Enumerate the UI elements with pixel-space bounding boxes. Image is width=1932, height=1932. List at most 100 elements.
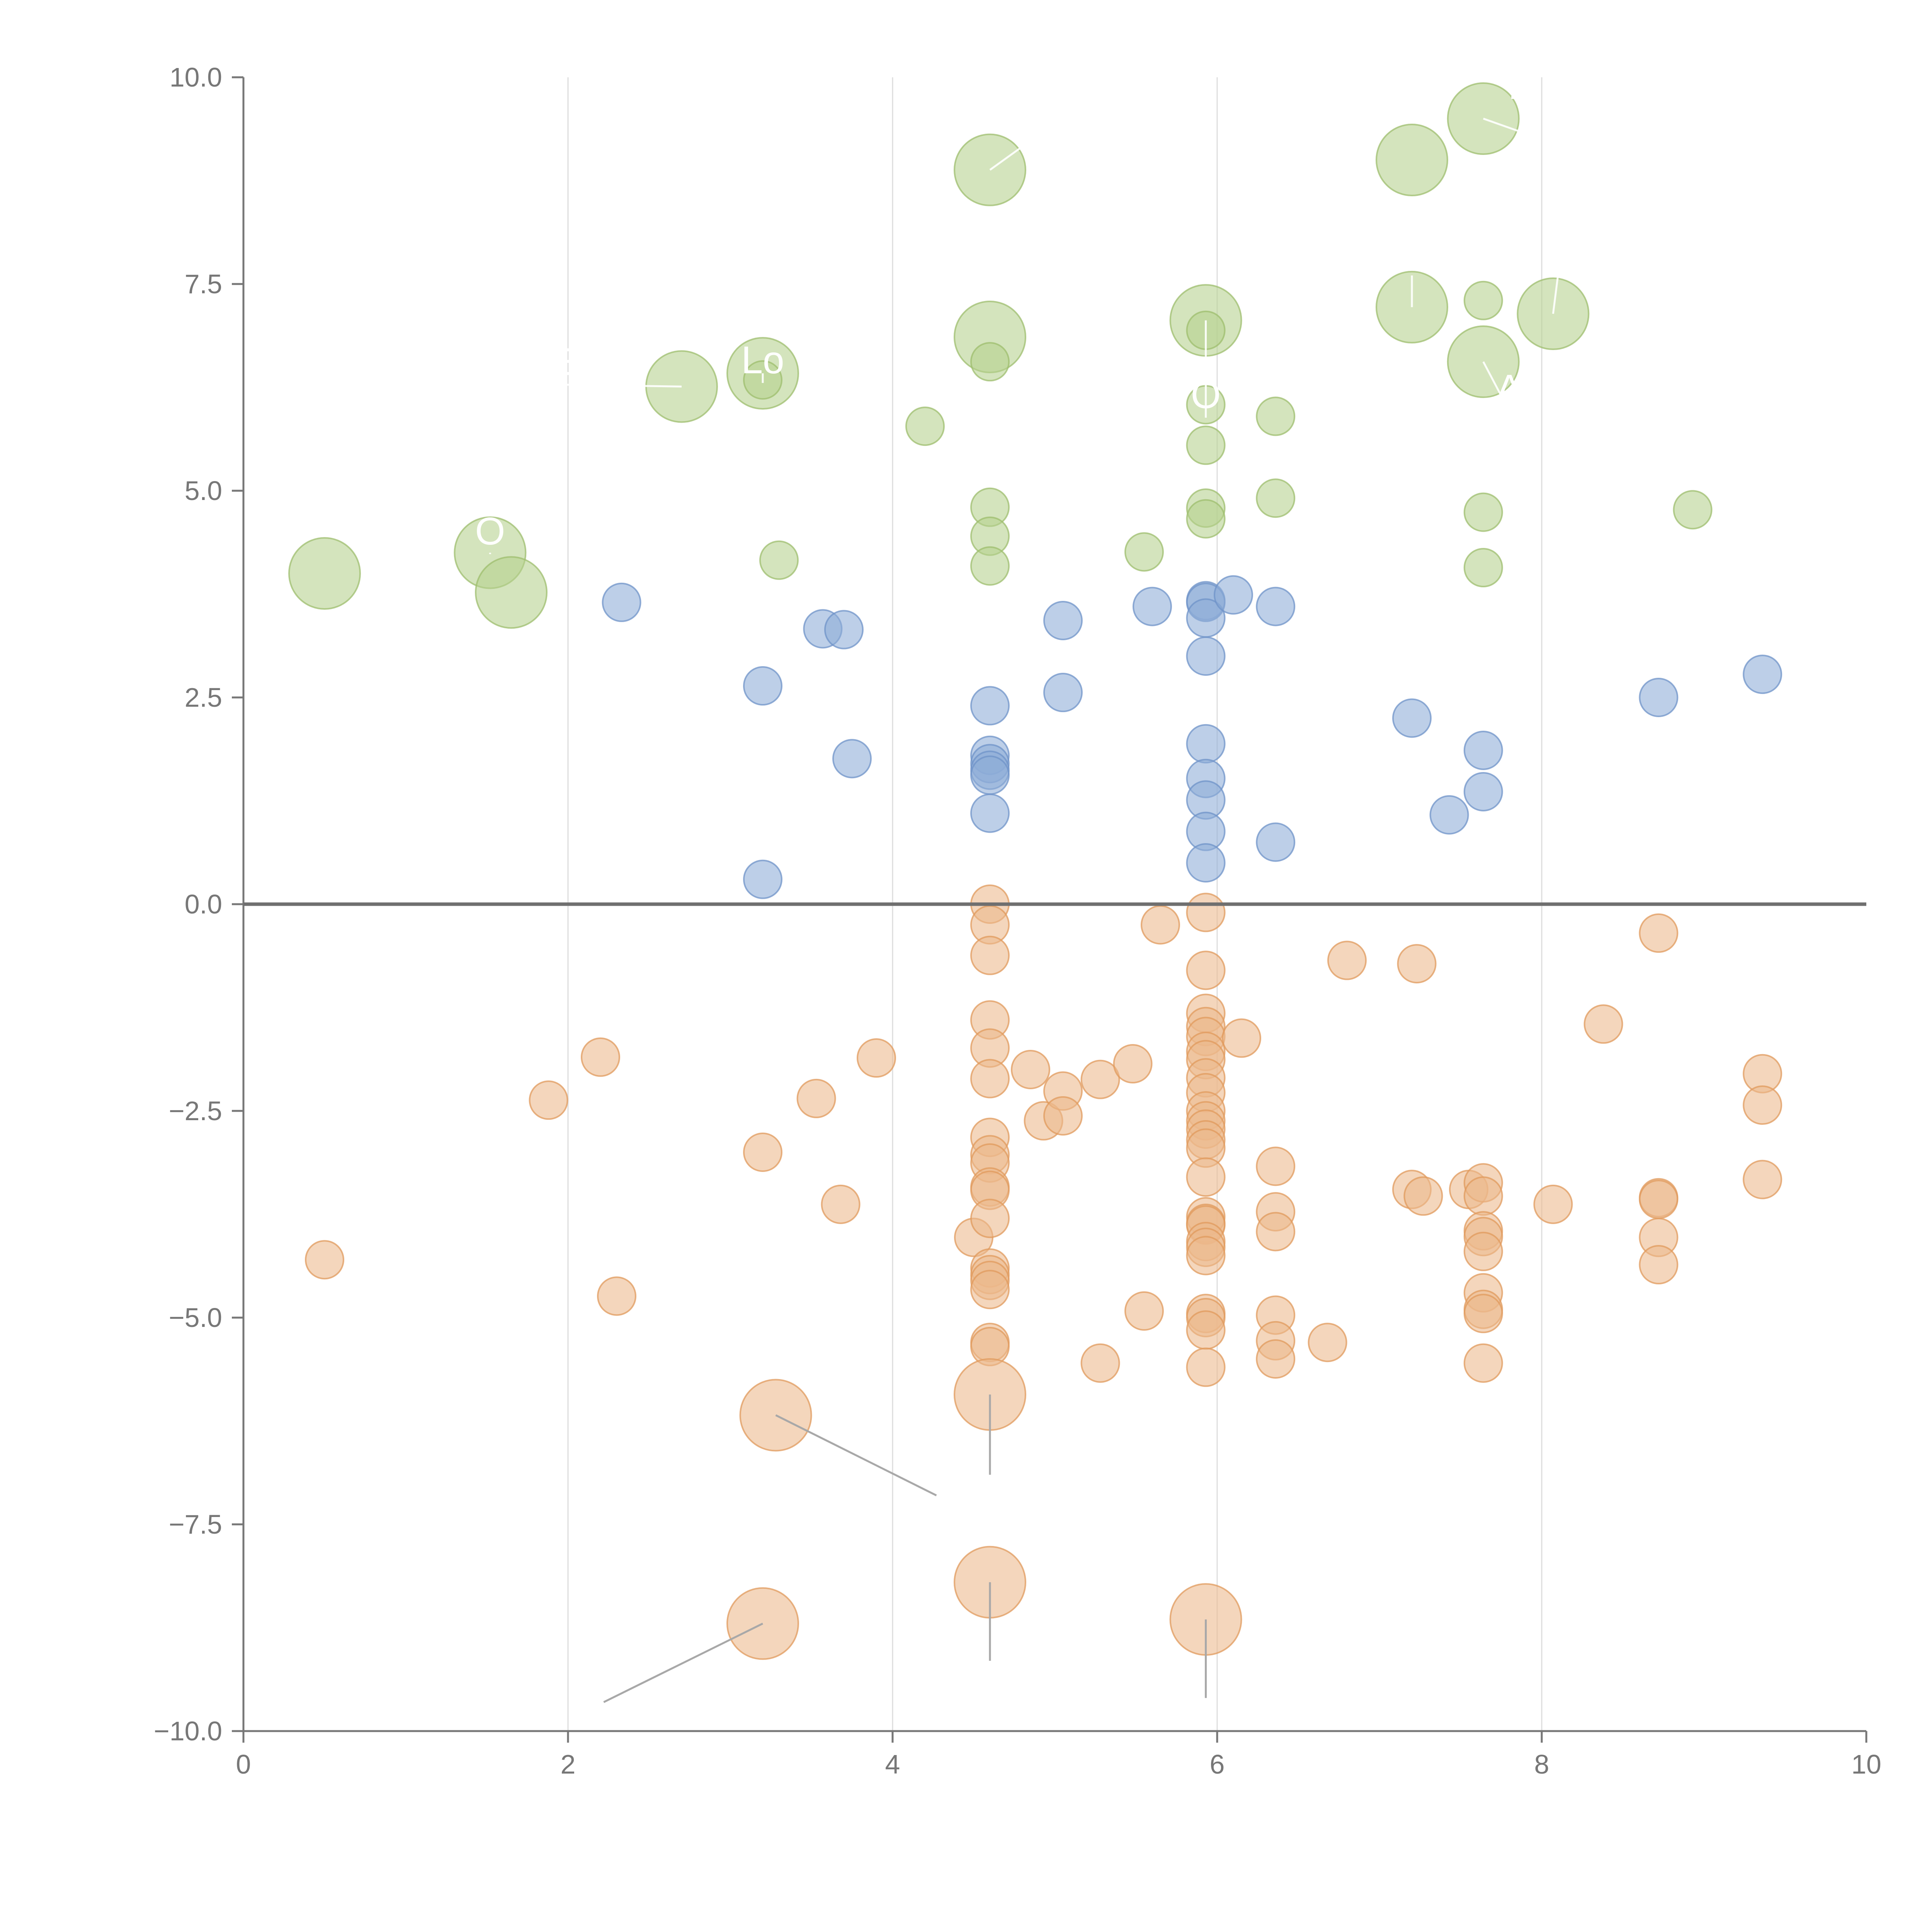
data-point [1186, 893, 1226, 932]
data-point [1256, 822, 1296, 862]
leader-line [603, 1622, 764, 1703]
data-point [743, 1133, 782, 1172]
data-point [1113, 1044, 1153, 1084]
data-point [970, 1270, 1010, 1310]
data-point [1124, 1291, 1164, 1331]
annotation-label: E [1545, 231, 1571, 274]
x-tick-label: 8 [1534, 1749, 1549, 1779]
x-tick-label: 4 [885, 1749, 900, 1779]
data-point [1463, 1231, 1503, 1271]
annotation-label: Lo [741, 338, 784, 382]
data-point [970, 686, 1010, 726]
data-point [529, 1080, 568, 1120]
data-point [1463, 548, 1503, 588]
data-point [1583, 1004, 1623, 1044]
data-point [970, 342, 1010, 382]
x-tick-label: 10 [1851, 1749, 1881, 1779]
data-point [1463, 1176, 1503, 1216]
y-tick-label: −7.5 [169, 1509, 222, 1539]
data-point [1141, 905, 1180, 945]
data-point [1043, 1096, 1083, 1136]
data-point [1463, 492, 1503, 532]
data-point [1256, 396, 1296, 436]
data-point [970, 546, 1010, 586]
data-point [1463, 1294, 1503, 1333]
annotation-label: Bo [1388, 231, 1435, 274]
data-point [1256, 1146, 1296, 1186]
data-point [1186, 843, 1226, 883]
data-point [1308, 1323, 1347, 1362]
data-point [1256, 1212, 1296, 1252]
data-point [1673, 490, 1713, 530]
y-tick-label: 7.5 [185, 269, 222, 299]
y-tick-label: 0.0 [185, 889, 222, 919]
data-point [581, 1037, 620, 1077]
data-point [1463, 730, 1503, 770]
data-point [1392, 698, 1432, 738]
data-point [970, 793, 1010, 833]
x-tick-label: 6 [1210, 1749, 1225, 1779]
annotation-label: E [547, 340, 573, 383]
data-point [597, 1276, 636, 1316]
data-points [288, 82, 1782, 1660]
data-point [1186, 1347, 1226, 1387]
leader-lines [603, 1395, 1207, 1703]
data-point [1011, 1050, 1050, 1089]
annotation-connector [560, 383, 682, 388]
data-point [1743, 1160, 1782, 1199]
data-point [1214, 575, 1253, 615]
data-point [1533, 1184, 1573, 1224]
data-point [1327, 940, 1367, 980]
data-point [1186, 1157, 1226, 1197]
data-point [1463, 1343, 1503, 1383]
y-tick-label: 2.5 [185, 682, 222, 713]
data-point [970, 935, 1010, 975]
data-point [821, 1184, 861, 1224]
annotation-label: TH [1005, 96, 1056, 139]
data-point [1639, 913, 1679, 953]
data-point [970, 755, 1010, 795]
annotation-label: A [1497, 367, 1522, 410]
data-point [1256, 1339, 1296, 1379]
data-point [759, 540, 799, 580]
y-tick-label: 10.0 [170, 62, 222, 92]
axes [232, 76, 1867, 1743]
data-point [1222, 1018, 1261, 1058]
data-point [1186, 425, 1226, 465]
y-tick-label: −2.5 [169, 1096, 222, 1126]
annotation-label: T [1510, 88, 1534, 131]
data-point [1080, 1343, 1120, 1383]
data-point [1186, 951, 1226, 990]
data-point [743, 666, 782, 706]
data-point [1743, 1085, 1782, 1125]
data-point [1256, 587, 1296, 626]
data-point [1186, 1310, 1226, 1350]
data-point [1429, 795, 1469, 835]
y-tick-label: 5.0 [185, 476, 222, 506]
data-point [1186, 724, 1226, 764]
data-point [1043, 673, 1083, 713]
highlight-bubble [288, 537, 361, 610]
data-point [1397, 944, 1437, 984]
data-point [1403, 1176, 1443, 1216]
data-point [1080, 1060, 1120, 1099]
data-point [1639, 678, 1679, 717]
data-point [824, 610, 864, 650]
data-point [1186, 1236, 1226, 1276]
leader-line [775, 1414, 937, 1497]
data-point [1256, 478, 1296, 518]
data-point [970, 1059, 1010, 1099]
data-point [857, 1038, 896, 1078]
annotation-label: O [475, 510, 505, 553]
highlight-bubble [475, 556, 548, 629]
x-tick-label: 0 [236, 1749, 251, 1779]
data-point [970, 1199, 1010, 1238]
data-point [1124, 532, 1164, 572]
data-point [1133, 587, 1172, 626]
data-point [1639, 1245, 1679, 1285]
tick-labels: 0 2 4 6 8 10 10.0 7.5 5.0 2.5 0.0 −2.5 −5.0 −7.5 −10.0 [154, 62, 1881, 1779]
data-point [1743, 655, 1782, 694]
x-tick-label: 2 [561, 1749, 576, 1779]
data-point [1186, 499, 1226, 539]
